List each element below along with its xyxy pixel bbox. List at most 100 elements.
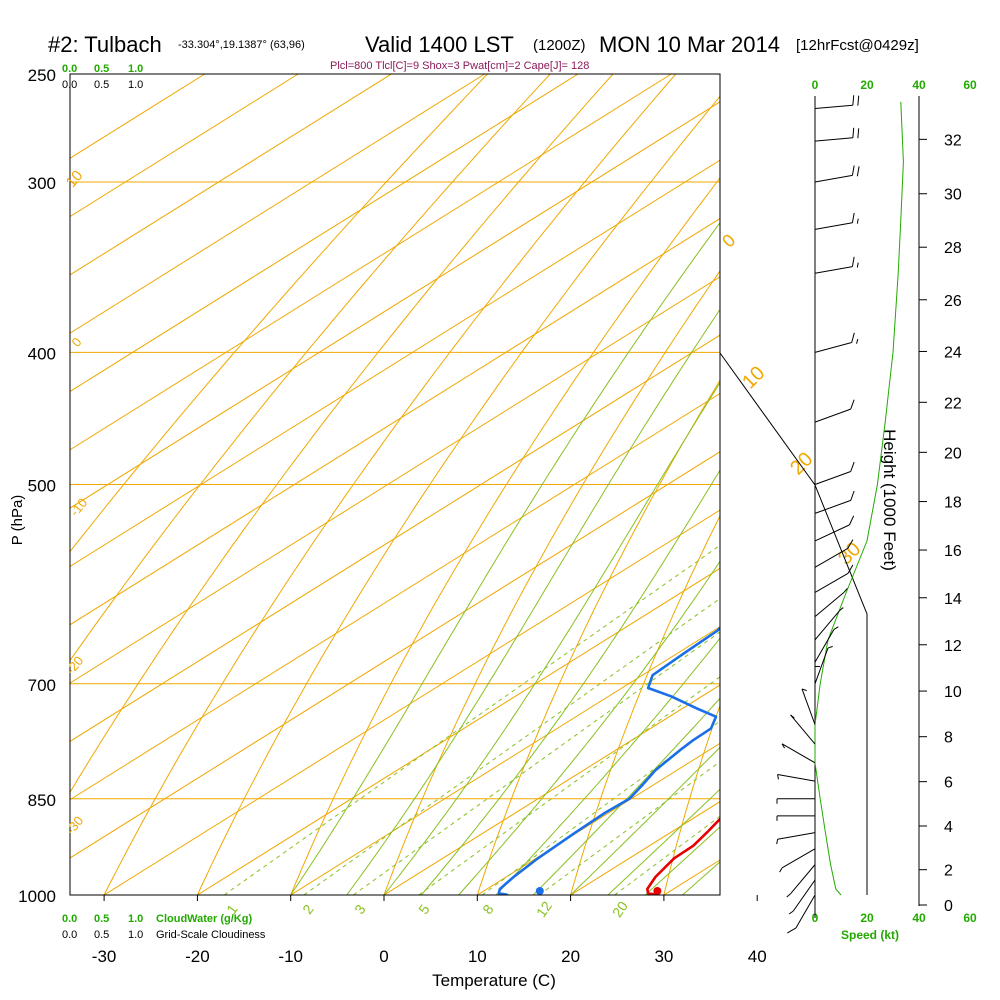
isotherm (70, 334, 720, 742)
isotherm (383, 684, 720, 895)
mixing-ratio-label: 8 (479, 901, 497, 917)
pressure-tick-label: 850 (28, 791, 56, 810)
mixing-ratio-line (303, 597, 720, 895)
isotherm (70, 159, 720, 568)
wind-barb-feather (787, 927, 797, 934)
wind-barb-feather (848, 515, 855, 526)
isotherm (70, 217, 720, 626)
pressure-tick-label: 500 (28, 477, 56, 496)
cloud-water-tick: 0.0 (62, 913, 77, 925)
height-tick-label: 18 (944, 495, 962, 512)
height-tick-label: 14 (944, 591, 962, 608)
wind-barb (814, 342, 852, 353)
wind-barb-feather (786, 893, 791, 898)
moist-adiabat (532, 697, 720, 895)
dry-adiabat-label: -30 (63, 813, 87, 837)
height-tick-label: 30 (944, 187, 962, 204)
wind-barb-feather (857, 128, 860, 139)
wind-speed-profile (814, 101, 904, 896)
isotherm (70, 74, 672, 451)
thermo-grid (70, 74, 1000, 895)
plot-frame (69, 73, 721, 896)
wind-barb (792, 879, 816, 912)
wind-barb-feather (850, 490, 855, 501)
height-tick-label: 22 (944, 395, 962, 412)
wind-barb (795, 894, 816, 929)
mixing-ratio-line (539, 761, 720, 895)
speed-tick: 40 (912, 78, 926, 92)
dry-adiabat-label: 10 (63, 167, 87, 191)
wind-barb-feather (843, 588, 848, 593)
isotherm (70, 276, 720, 684)
mixing-ratio-line (481, 720, 720, 895)
mixing-ratio-label: 20 (609, 898, 631, 920)
wind-barb (814, 547, 849, 568)
wind-barb (777, 773, 816, 782)
dry-adiabat-label: 10 (738, 362, 769, 393)
isotherm (851, 74, 1000, 895)
speed-axis-bottom: 0 20 40 60 Speed (kt) (812, 911, 977, 942)
temp-tick-label: -10 (278, 947, 303, 966)
sounding-curves (497, 625, 720, 895)
height-tick-label: 26 (944, 293, 962, 310)
speed-tick: 60 (963, 911, 977, 925)
dry-adiabat-label: 0 (68, 335, 84, 350)
height-tick-label: 16 (944, 543, 962, 560)
height-tick-label: 24 (944, 344, 962, 361)
isotherm (70, 74, 485, 334)
mixing-ratio-label: 12 (533, 898, 555, 920)
dry-adiabat (663, 704, 720, 895)
wind-panel (719, 95, 904, 934)
valid-date: MON 10 Mar 2014 (599, 32, 780, 57)
wind-barb (814, 408, 851, 423)
temp-tick-label: 0 (379, 947, 388, 966)
moist-adiabat (383, 381, 720, 895)
wind-barb-feather (856, 338, 859, 344)
height-tick-label: 2 (944, 863, 953, 880)
x-axis-label: Temperature (C) (432, 971, 556, 990)
moist-adiabat (458, 560, 720, 895)
wind-barb (814, 174, 853, 183)
wind-barb-feather (779, 867, 783, 873)
series-line-dewpoint (497, 625, 720, 895)
wind-barb-feather (839, 607, 844, 612)
height-tick-label: 0 (944, 898, 953, 915)
cloudiness-tick: 0.5 (94, 79, 109, 91)
pressure-tick-label: 1000 (18, 887, 56, 906)
stability-indices: Plcl=800 Tlcl[C]=9 Shox=3 Pwat[cm]=2 Cap… (330, 60, 589, 72)
wind-barb (777, 832, 816, 840)
cloudiness-tick: 1.0 (128, 929, 143, 941)
cloudiness-label: Grid-Scale Cloudiness (156, 929, 266, 941)
wind-barb (781, 848, 816, 869)
wind-barb (814, 629, 835, 663)
surface-marker-dewpoint (535, 887, 544, 895)
temp-tick-label: 40 (748, 947, 767, 966)
wind-panel-outline (719, 352, 868, 895)
dry-adiabat-label: -20 (63, 653, 87, 677)
isotherm (290, 626, 720, 895)
height-tick-label: 28 (944, 240, 962, 257)
wind-barb-feather (850, 461, 855, 472)
wind-barb-feather (801, 688, 807, 692)
wind-barb (814, 647, 829, 684)
dry-adiabat (196, 95, 720, 895)
pressure-tick-label: 400 (28, 344, 56, 363)
dry-adiabat-label: 20 (786, 448, 817, 479)
height-tick-label: 8 (944, 730, 953, 747)
moist-adiabat (607, 788, 720, 895)
moist-adiabat (346, 308, 720, 895)
isotherm (70, 74, 579, 393)
moist-adiabat (570, 746, 720, 895)
wind-barb-feather (790, 714, 795, 719)
height-axis-label: Height (1000 Feet) (880, 429, 899, 571)
y-axis-label: P (hPa) (9, 495, 26, 546)
isotherm (103, 509, 720, 895)
isotherm (70, 451, 720, 859)
height-tick-label: 12 (944, 638, 962, 655)
isotherm (70, 74, 392, 276)
wind-barb (790, 864, 816, 895)
dry-adiabat (570, 514, 720, 895)
dry-adiabat (290, 177, 720, 895)
height-tick-label: 20 (944, 445, 962, 462)
wind-barb (814, 499, 851, 514)
